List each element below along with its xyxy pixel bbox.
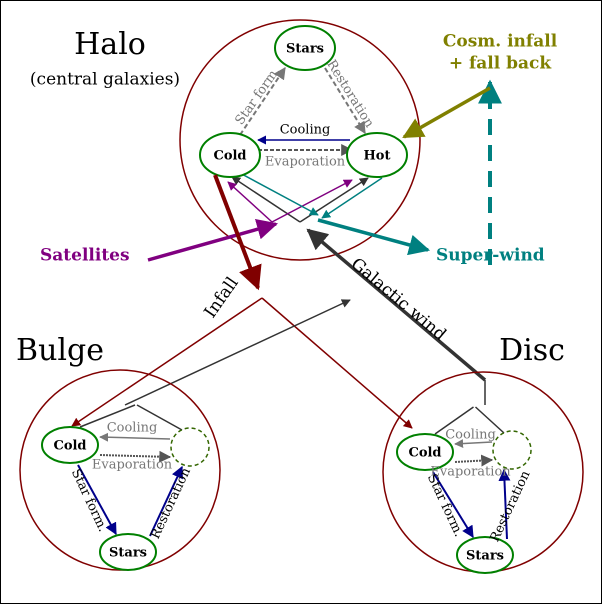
node bbox=[274, 25, 336, 71]
arrow bbox=[271, 179, 353, 223]
arrow bbox=[227, 181, 273, 223]
label: Super-wind bbox=[436, 246, 545, 266]
arrow bbox=[434, 406, 474, 435]
arrow bbox=[99, 432, 171, 442]
node-label: Cold bbox=[408, 446, 441, 461]
label: Satellites bbox=[40, 246, 130, 266]
arrow-label: Cooling bbox=[445, 428, 496, 443]
arrow bbox=[317, 218, 431, 256]
arrow bbox=[231, 176, 301, 223]
arrow bbox=[239, 67, 286, 136]
node-label: Stars bbox=[286, 42, 324, 57]
node bbox=[396, 433, 454, 471]
label: Cosm. infall bbox=[443, 32, 558, 52]
arrow-label: Evaporation bbox=[430, 465, 511, 480]
node-label: Cold bbox=[213, 149, 246, 164]
arrow bbox=[498, 468, 511, 540]
arrow bbox=[299, 177, 369, 223]
arrow bbox=[99, 450, 172, 463]
arrow bbox=[79, 404, 136, 428]
arrow-label: Restoration bbox=[148, 465, 194, 541]
halo: Stars Cold Hot Star form. Restoration Co… bbox=[179, 19, 421, 261]
node-label: Stars bbox=[466, 549, 504, 564]
bulge-title: Bulge bbox=[16, 333, 104, 368]
node bbox=[99, 533, 157, 571]
node bbox=[456, 536, 514, 574]
arrow bbox=[149, 465, 183, 537]
node bbox=[346, 132, 408, 178]
node-label: Cold bbox=[53, 439, 86, 454]
arrow-label: Restoration bbox=[323, 57, 377, 131]
arrow-label: Star form. bbox=[424, 472, 466, 540]
arrow bbox=[71, 297, 263, 427]
disc-title: Disc bbox=[499, 333, 565, 368]
arrow bbox=[213, 174, 262, 291]
node-label: Hot bbox=[364, 149, 391, 164]
arrow bbox=[402, 86, 491, 139]
arrow bbox=[321, 177, 383, 219]
arrow-label: Evaporation bbox=[265, 155, 346, 170]
arrow-label: Star form. bbox=[232, 64, 283, 128]
arrow-label: Cooling bbox=[280, 123, 331, 138]
arrow bbox=[454, 454, 494, 467]
arrow bbox=[136, 404, 183, 431]
label: + fall back bbox=[449, 54, 553, 74]
reservoir bbox=[170, 427, 210, 467]
reservoir bbox=[492, 430, 532, 470]
arrow bbox=[454, 439, 493, 449]
arrow bbox=[474, 406, 505, 434]
halo-circle bbox=[179, 19, 421, 261]
arrow-label: Evaporation bbox=[92, 458, 173, 473]
arrow bbox=[124, 299, 351, 406]
arrow bbox=[147, 219, 279, 262]
flow-label: Galactic wind bbox=[347, 254, 450, 345]
node-label: Stars bbox=[109, 546, 147, 561]
arrow-label: Cooling bbox=[107, 421, 158, 436]
arrow bbox=[261, 297, 413, 429]
arrow bbox=[77, 464, 117, 536]
halo-subtitle: (central galaxies) bbox=[30, 70, 180, 90]
arrow bbox=[324, 67, 366, 135]
node bbox=[41, 426, 99, 464]
arrow bbox=[237, 171, 319, 216]
arrow bbox=[432, 471, 474, 539]
arrow bbox=[306, 228, 487, 382]
halo-title: Halo bbox=[74, 27, 146, 62]
node bbox=[199, 132, 261, 178]
arrow-label: Star form. bbox=[68, 467, 110, 535]
